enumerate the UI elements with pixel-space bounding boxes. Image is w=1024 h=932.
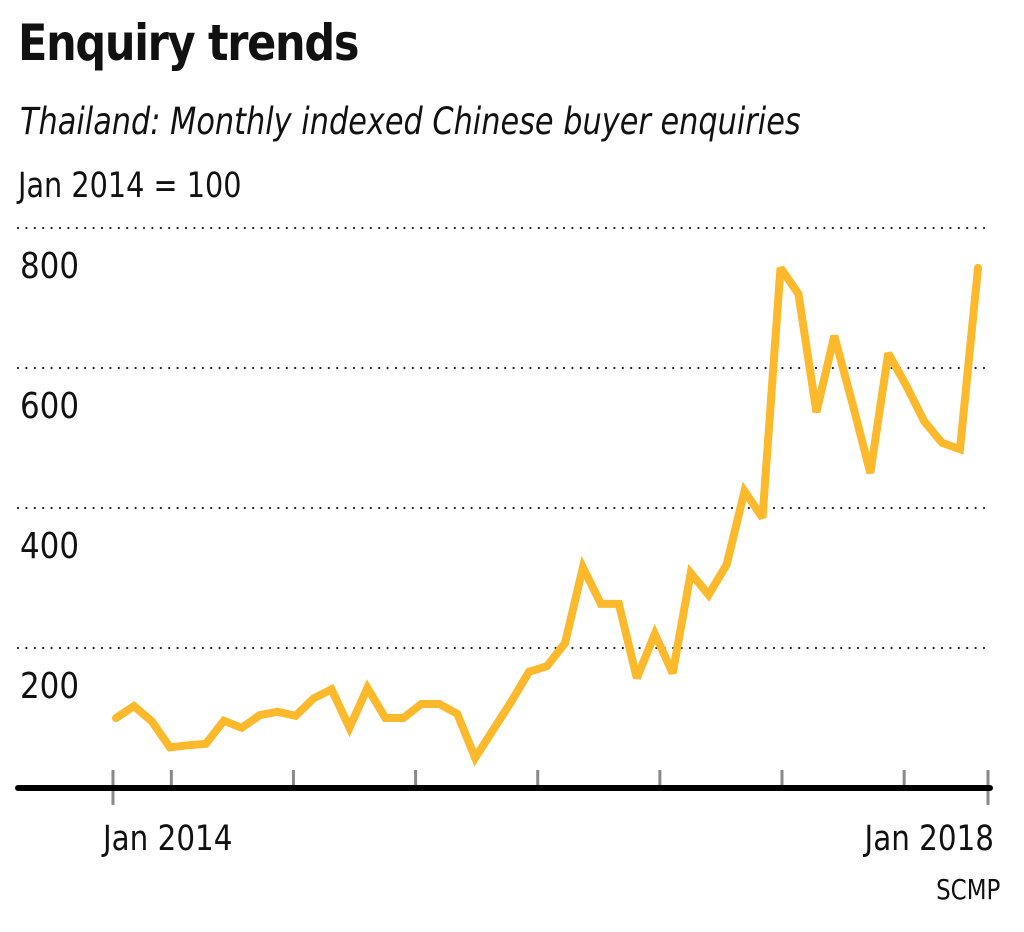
series-line: [112, 263, 982, 767]
series-layer: [112, 263, 982, 767]
y-axis-labels: 200 400 600 800: [20, 245, 79, 707]
y-tick-label: 200: [20, 665, 79, 707]
x-axis-labels: Jan 2014 Jan 2018: [101, 818, 994, 859]
gridlines: [16, 226, 992, 650]
x-tick-label: Jan 2018: [863, 818, 994, 859]
y-tick-label: 800: [20, 245, 79, 287]
chart-title: Enquiry trends: [18, 14, 359, 72]
source-credit: SCMP: [935, 873, 1000, 906]
y-tick-label: 400: [20, 525, 79, 567]
unit-note: Jan 2014 = 100: [18, 166, 242, 206]
chart-subtitle: Thailand: Monthly indexed Chinese buyer …: [20, 100, 801, 143]
x-tick-label: Jan 2014: [101, 818, 232, 859]
y-tick-label: 600: [20, 385, 79, 427]
